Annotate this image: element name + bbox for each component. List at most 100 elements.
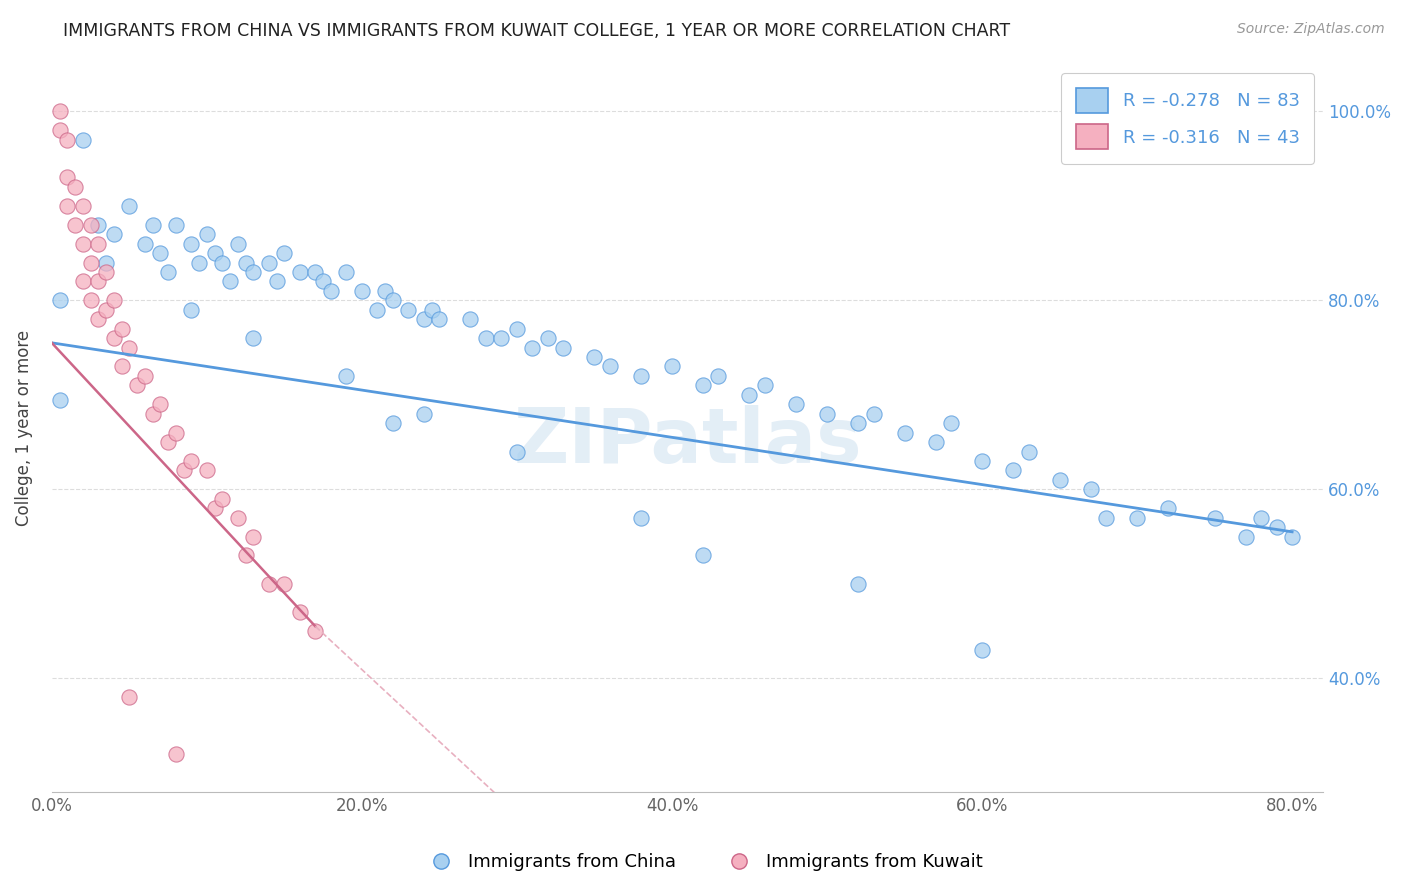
Point <box>1049 473 1071 487</box>
Point <box>165 747 187 761</box>
Point <box>242 530 264 544</box>
Point <box>180 236 202 251</box>
Point <box>204 501 226 516</box>
Point <box>1126 510 1149 524</box>
Text: Source: ZipAtlas.com: Source: ZipAtlas.com <box>1237 22 1385 37</box>
Point <box>219 274 242 288</box>
Point <box>72 274 94 288</box>
Point <box>79 255 101 269</box>
Y-axis label: College, 1 year or more: College, 1 year or more <box>15 330 32 526</box>
Point <box>157 435 180 450</box>
Point <box>56 133 79 147</box>
Point <box>141 218 163 232</box>
Point <box>412 312 434 326</box>
Point <box>707 368 730 383</box>
Point <box>312 274 335 288</box>
Point <box>48 104 70 119</box>
Point <box>350 284 373 298</box>
Point <box>273 246 295 260</box>
Point <box>134 368 156 383</box>
Point <box>1265 520 1288 534</box>
Point <box>692 549 714 563</box>
Point <box>583 350 606 364</box>
Point <box>211 255 233 269</box>
Point <box>149 246 172 260</box>
Point <box>257 576 280 591</box>
Point <box>412 407 434 421</box>
Point <box>1157 501 1180 516</box>
Point <box>785 397 807 411</box>
Point <box>506 321 529 335</box>
Point <box>195 227 218 242</box>
Point <box>103 227 125 242</box>
Point <box>815 407 838 421</box>
Point <box>475 331 498 345</box>
Point <box>862 407 884 421</box>
Point <box>118 690 141 705</box>
Point <box>319 284 342 298</box>
Point <box>692 378 714 392</box>
Point <box>180 302 202 317</box>
Point <box>1281 530 1303 544</box>
Point <box>970 454 993 468</box>
Point <box>427 312 450 326</box>
Text: IMMIGRANTS FROM CHINA VS IMMIGRANTS FROM KUWAIT COLLEGE, 1 YEAR OR MORE CORRELAT: IMMIGRANTS FROM CHINA VS IMMIGRANTS FROM… <box>63 22 1011 40</box>
Legend: R = -0.278   N = 83, R = -0.316   N = 43: R = -0.278 N = 83, R = -0.316 N = 43 <box>1062 73 1315 164</box>
Point <box>180 454 202 468</box>
Point <box>335 368 357 383</box>
Point <box>94 265 117 279</box>
Legend: Immigrants from China, Immigrants from Kuwait: Immigrants from China, Immigrants from K… <box>416 847 990 879</box>
Point <box>288 605 311 619</box>
Point <box>87 218 110 232</box>
Point <box>63 180 86 194</box>
Point <box>381 416 404 430</box>
Point <box>141 407 163 421</box>
Point <box>381 293 404 308</box>
Point <box>506 444 529 458</box>
Point <box>118 341 141 355</box>
Point <box>56 170 79 185</box>
Point <box>242 331 264 345</box>
Point <box>304 624 326 638</box>
Point <box>460 312 482 326</box>
Point <box>195 463 218 477</box>
Point <box>288 265 311 279</box>
Point <box>118 199 141 213</box>
Point <box>235 549 257 563</box>
Point <box>87 312 110 326</box>
Point <box>553 341 575 355</box>
Point <box>335 265 357 279</box>
Point <box>1095 510 1118 524</box>
Point <box>738 388 761 402</box>
Point <box>110 359 132 374</box>
Point <box>87 274 110 288</box>
Point <box>630 368 652 383</box>
Point <box>226 510 249 524</box>
Point <box>165 425 187 440</box>
Point <box>366 302 388 317</box>
Point <box>87 236 110 251</box>
Point <box>134 236 156 251</box>
Point <box>188 255 211 269</box>
Point <box>72 199 94 213</box>
Point <box>939 416 962 430</box>
Point <box>63 218 86 232</box>
Point <box>48 392 70 407</box>
Point <box>94 255 117 269</box>
Point <box>211 491 233 506</box>
Point <box>173 463 195 477</box>
Point <box>103 331 125 345</box>
Point <box>273 576 295 591</box>
Point <box>304 265 326 279</box>
Point <box>1080 483 1102 497</box>
Point <box>970 643 993 657</box>
Point <box>661 359 683 374</box>
Point <box>157 265 180 279</box>
Point <box>491 331 513 345</box>
Point <box>235 255 257 269</box>
Point <box>1018 444 1040 458</box>
Point <box>56 199 79 213</box>
Point <box>396 302 419 317</box>
Text: ZIPatlas: ZIPatlas <box>513 406 862 479</box>
Point <box>522 341 544 355</box>
